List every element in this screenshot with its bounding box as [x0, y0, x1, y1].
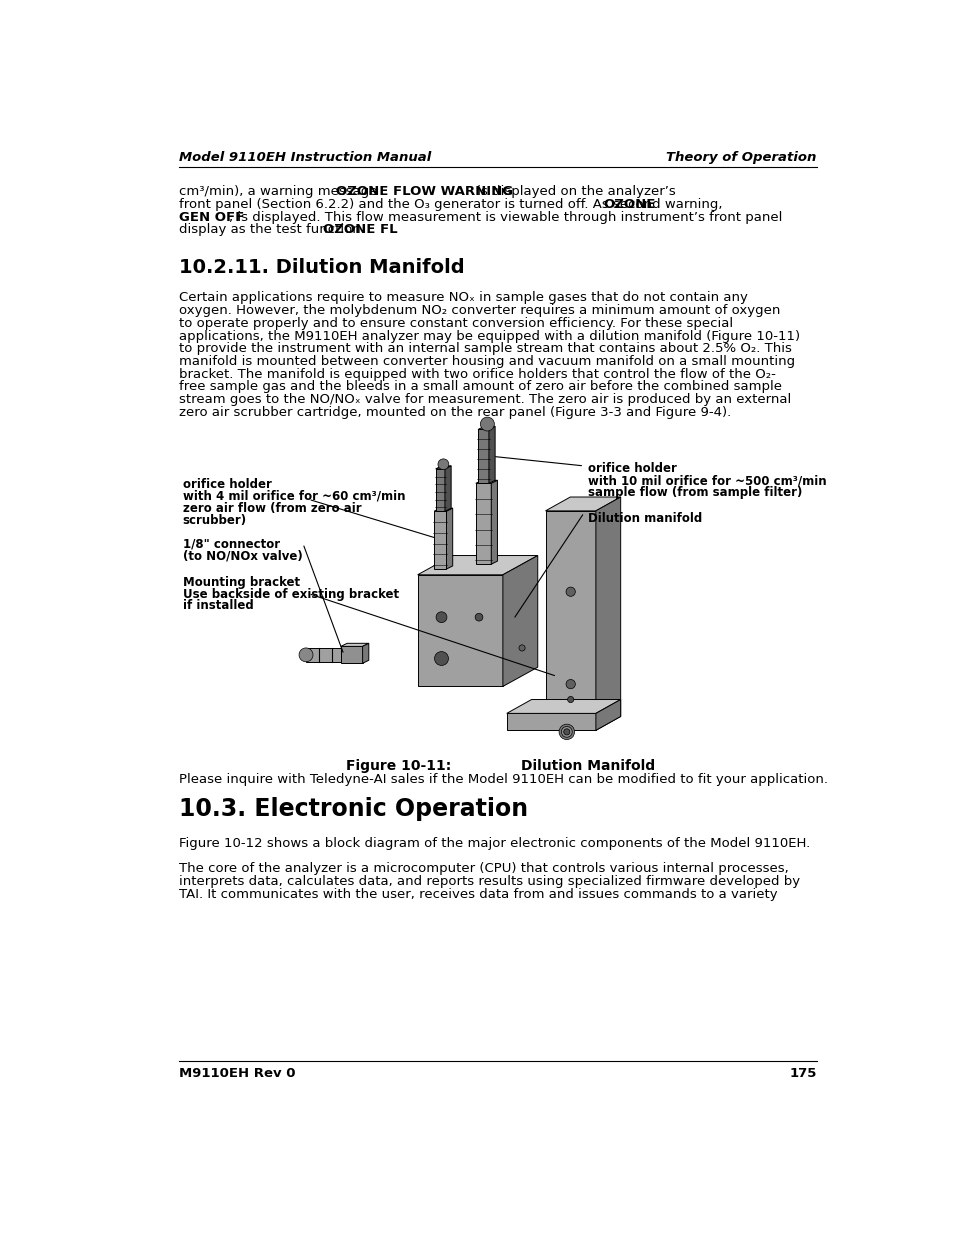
Text: Figure 10-12 shows a block diagram of the major electronic components of the Mod: Figure 10-12 shows a block diagram of th… [179, 837, 809, 850]
Text: if installed: if installed [183, 599, 253, 613]
Polygon shape [491, 480, 497, 564]
Text: Theory of Operation: Theory of Operation [666, 151, 816, 163]
Text: to operate properly and to ensure constant conversion efficiency. For these spec: to operate properly and to ensure consta… [179, 317, 732, 330]
Text: OZONE: OZONE [603, 198, 655, 211]
Text: with 10 mil orifice for ~500 cm³/min: with 10 mil orifice for ~500 cm³/min [587, 474, 826, 488]
Polygon shape [306, 648, 340, 662]
Text: free sample gas and the bleeds in a small amount of zero air before the combined: free sample gas and the bleeds in a smal… [179, 380, 781, 394]
Text: zero air flow (from zero air: zero air flow (from zero air [183, 501, 361, 515]
Polygon shape [362, 643, 369, 663]
Circle shape [298, 648, 313, 662]
Text: 175: 175 [788, 1067, 816, 1079]
Polygon shape [477, 426, 495, 430]
Polygon shape [489, 426, 495, 483]
Circle shape [434, 652, 448, 666]
Text: OZONE FL: OZONE FL [323, 224, 397, 236]
Polygon shape [340, 646, 362, 663]
Polygon shape [446, 508, 453, 569]
Polygon shape [545, 496, 620, 511]
Text: Model 9110EH Instruction Manual: Model 9110EH Instruction Manual [179, 151, 431, 163]
Polygon shape [444, 466, 451, 511]
Polygon shape [502, 556, 537, 687]
Polygon shape [596, 699, 620, 730]
Polygon shape [596, 496, 620, 730]
Polygon shape [506, 714, 596, 730]
Text: The core of the analyzer is a microcomputer (CPU) that controls various internal: The core of the analyzer is a microcompu… [179, 862, 788, 876]
Text: OZONE FLOW WARNING: OZONE FLOW WARNING [335, 185, 513, 198]
Text: applications, the M9110EH analyzer may be equipped with a dilution manifold (Fig: applications, the M9110EH analyzer may b… [179, 330, 800, 342]
Text: with 4 mil orifice for ~60 cm³/min: with 4 mil orifice for ~60 cm³/min [183, 490, 405, 503]
Text: cm³/min), a warning message: cm³/min), a warning message [179, 185, 381, 198]
Text: Dilution manifold: Dilution manifold [587, 513, 701, 525]
Polygon shape [436, 469, 444, 511]
Text: Please inquire with Teledyne-AI sales if the Model 9110EH can be modified to fit: Please inquire with Teledyne-AI sales if… [179, 773, 827, 785]
Polygon shape [417, 556, 537, 574]
Polygon shape [506, 699, 620, 714]
Circle shape [565, 587, 575, 597]
Polygon shape [340, 643, 369, 646]
Text: to provide the instrument with an internal sample stream that contains about 2.5: to provide the instrument with an intern… [179, 342, 791, 356]
Text: bracket. The manifold is equipped with two orifice holders that control the flow: bracket. The manifold is equipped with t… [179, 368, 775, 380]
Text: 10.2.11. Dilution Manifold: 10.2.11. Dilution Manifold [179, 258, 464, 277]
Text: Use backside of existing bracket: Use backside of existing bracket [183, 588, 398, 600]
Polygon shape [476, 480, 497, 483]
Text: Certain applications require to measure NOₓ in sample gases that do not contain : Certain applications require to measure … [179, 291, 747, 304]
Polygon shape [417, 574, 502, 687]
Text: zero air scrubber cartridge, mounted on the rear panel (Figure 3-3 and Figure 9-: zero air scrubber cartridge, mounted on … [179, 406, 730, 419]
Circle shape [558, 724, 574, 740]
Text: Figure 10-11:: Figure 10-11: [346, 758, 451, 773]
Text: manifold is mounted between converter housing and vacuum manifold on a small mou: manifold is mounted between converter ho… [179, 354, 794, 368]
Text: scrubber): scrubber) [183, 514, 247, 526]
Text: (to NO/NOx valve): (to NO/NOx valve) [183, 550, 302, 562]
Polygon shape [436, 466, 451, 469]
Text: sample flow (from sample filter): sample flow (from sample filter) [587, 487, 801, 499]
Text: stream goes to the NO/NOₓ valve for measurement. The zero air is produced by an : stream goes to the NO/NOₓ valve for meas… [179, 393, 790, 406]
Text: , is displayed. This flow measurement is viewable through instrument’s front pan: , is displayed. This flow measurement is… [230, 211, 782, 224]
Text: display as the test function: display as the test function [179, 224, 365, 236]
Text: orifice holder: orifice holder [183, 478, 272, 490]
Polygon shape [434, 508, 453, 511]
Text: TAI. It communicates with the user, receives data from and issues commands to a : TAI. It communicates with the user, rece… [179, 888, 777, 900]
Text: M9110EH Rev 0: M9110EH Rev 0 [179, 1067, 295, 1079]
Circle shape [567, 697, 573, 703]
Text: 1/8" connector: 1/8" connector [183, 537, 279, 551]
Text: orifice holder: orifice holder [587, 462, 677, 475]
Polygon shape [434, 511, 446, 569]
Text: .: . [380, 224, 385, 236]
Circle shape [436, 611, 446, 622]
Circle shape [480, 417, 494, 431]
Text: Mounting bracket: Mounting bracket [183, 576, 299, 589]
Circle shape [563, 729, 569, 735]
Circle shape [560, 726, 572, 737]
Polygon shape [545, 511, 596, 730]
Circle shape [437, 459, 448, 469]
Circle shape [565, 679, 575, 689]
Polygon shape [476, 483, 491, 564]
Text: oxygen. However, the molybdenum NO₂ converter requires a minimum amount of oxyge: oxygen. However, the molybdenum NO₂ conv… [179, 304, 780, 317]
Text: is displayed on the analyzer’s: is displayed on the analyzer’s [473, 185, 676, 198]
Text: Dilution Manifold: Dilution Manifold [520, 758, 655, 773]
Text: 10.3. Electronic Operation: 10.3. Electronic Operation [179, 797, 528, 821]
Text: front panel (Section 6.2.2) and the O₃ generator is turned off. As second warnin: front panel (Section 6.2.2) and the O₃ g… [179, 198, 726, 211]
Text: GEN OFF: GEN OFF [179, 211, 244, 224]
Circle shape [518, 645, 524, 651]
Text: interprets data, calculates data, and reports results using specialized firmware: interprets data, calculates data, and re… [179, 874, 800, 888]
Circle shape [475, 614, 482, 621]
Polygon shape [477, 430, 489, 483]
